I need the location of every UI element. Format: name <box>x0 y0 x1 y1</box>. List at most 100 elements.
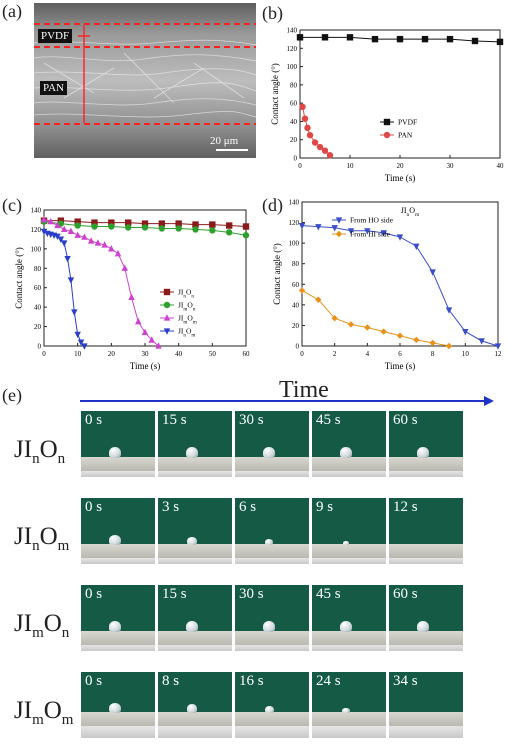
data-point <box>380 328 387 335</box>
data-point <box>429 339 436 347</box>
data-point <box>301 115 309 122</box>
x-tick-label: 20 <box>108 350 116 358</box>
membrane-surface <box>312 712 386 726</box>
water-droplet <box>417 621 429 632</box>
y-tick-label: 100 <box>31 245 42 253</box>
y-tick-label: 60 <box>34 284 42 292</box>
data-point <box>74 231 81 238</box>
substrate <box>389 558 463 564</box>
frame-time-label: 15 s <box>162 412 187 428</box>
substrate <box>158 471 232 477</box>
data-point <box>298 287 306 294</box>
data-point <box>148 336 155 343</box>
panel-a-label: (a) <box>2 1 22 21</box>
photo-frame: 6 s <box>235 498 309 564</box>
water-droplet <box>264 539 274 545</box>
x-tick-label: 0 <box>42 350 46 358</box>
pvdf-layer-label: PVDF <box>38 29 73 43</box>
frame-time-label: 24 s <box>316 673 341 689</box>
water-droplet <box>186 447 198 458</box>
photo-frame: 8 s <box>158 672 232 738</box>
data-point <box>128 293 135 301</box>
data-point <box>54 221 61 229</box>
y-axis-label: Contact angle (°) <box>272 243 282 305</box>
membrane-surface <box>312 457 386 471</box>
panel-e-label: (e) <box>2 385 22 405</box>
membrane-surface <box>158 631 232 645</box>
substrate <box>158 726 232 738</box>
chart-b: 0 10 20 30 40 0 20 40 60 80 100 120 140 Time (s) Conta… <box>270 27 504 184</box>
data-point <box>225 222 233 229</box>
x-tick-label: 10 <box>347 162 355 170</box>
data-point <box>304 124 311 132</box>
x-tick-label: 30 <box>447 162 455 170</box>
legend-label: JInOn <box>178 288 194 300</box>
x-axis-label: Time (s) <box>385 173 415 183</box>
substrate <box>81 645 155 651</box>
legend-marker <box>383 118 391 126</box>
water-droplet <box>342 708 350 713</box>
data-point <box>141 220 149 227</box>
data-point <box>135 317 142 325</box>
membrane-surface <box>81 712 155 726</box>
frame-time-label: 15 s <box>162 586 187 602</box>
substrate <box>235 726 309 738</box>
data-point <box>74 222 81 229</box>
data-point <box>225 229 233 236</box>
legend-label: From HO side <box>350 216 394 225</box>
frame-time-label: 16 s <box>239 673 264 689</box>
y-tick-label: 0 <box>294 155 298 163</box>
row-label: JInOn <box>14 436 66 468</box>
membrane-surface <box>389 544 463 558</box>
legend-entry: From HO side <box>332 216 394 225</box>
legend-marker <box>163 288 171 296</box>
legend-entry: PVDF <box>380 118 417 127</box>
data-point <box>40 228 48 236</box>
data-point <box>74 331 81 339</box>
y-tick-label: 60 <box>290 100 298 108</box>
substrate <box>81 558 155 564</box>
data-point <box>175 225 182 232</box>
y-tick-label: 100 <box>287 63 298 71</box>
substrate <box>158 645 232 651</box>
x-tick-label: 8 <box>431 350 435 358</box>
data-point <box>81 343 88 350</box>
photo-frame: 16 s <box>235 672 309 738</box>
legend-label: JImOn <box>178 301 196 313</box>
data-point <box>429 269 436 276</box>
data-point <box>371 35 379 43</box>
membrane-surface <box>158 457 232 471</box>
data-point <box>121 264 128 271</box>
data-point <box>242 223 250 230</box>
photo-frame: 15 s <box>158 585 232 651</box>
data-point <box>462 329 469 336</box>
x-tick-label: 60 <box>243 350 251 358</box>
sem-image: PVDF PAN 20 μm <box>34 3 256 158</box>
photo-frame: 30 s <box>235 585 309 651</box>
data-point <box>445 342 453 350</box>
data-point <box>74 218 81 225</box>
legend-marker <box>383 131 391 139</box>
frame-time-label: 0 s <box>85 673 103 689</box>
frame-time-label: 12 s <box>393 499 418 515</box>
row-label: JInOm <box>14 523 70 555</box>
data-point <box>57 236 65 243</box>
chart-title: JInOm <box>401 206 420 218</box>
sem-texture <box>34 3 256 158</box>
photo-frame: 3 s <box>158 498 232 564</box>
membrane-surface <box>235 631 309 645</box>
data-point <box>91 223 98 230</box>
y-tick-label: 40 <box>292 301 300 309</box>
data-point <box>380 230 387 237</box>
legend-label: PAN <box>398 131 413 140</box>
water-droplet <box>186 621 198 632</box>
x-tick-label: 50 <box>209 350 217 358</box>
data-point <box>81 233 88 240</box>
data-point <box>54 233 61 241</box>
y-tick-label: 120 <box>31 226 42 234</box>
legend-label: JImOm <box>178 314 197 326</box>
data-point <box>331 315 338 322</box>
y-tick-label: 80 <box>292 260 300 268</box>
y-tick-label: 20 <box>34 323 42 331</box>
data-point <box>124 224 132 231</box>
